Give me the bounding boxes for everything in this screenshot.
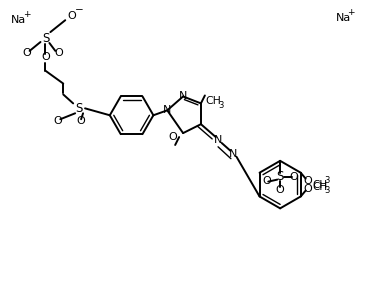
Text: O: O xyxy=(53,116,62,126)
Text: O: O xyxy=(169,132,177,142)
Text: Na: Na xyxy=(11,15,26,25)
Text: O: O xyxy=(303,184,312,194)
Text: S: S xyxy=(42,31,49,45)
Text: S: S xyxy=(276,170,284,183)
Text: O: O xyxy=(41,52,50,62)
Text: 3: 3 xyxy=(325,186,330,195)
Text: O: O xyxy=(303,176,312,186)
Text: CH: CH xyxy=(313,182,328,192)
Text: N: N xyxy=(179,92,187,102)
Text: +: + xyxy=(23,10,30,19)
Text: N: N xyxy=(228,149,237,159)
Text: CH: CH xyxy=(313,180,328,190)
Text: O: O xyxy=(54,48,63,58)
Text: O: O xyxy=(67,11,76,21)
Text: −: − xyxy=(75,5,84,15)
Text: O: O xyxy=(262,176,271,186)
Text: +: + xyxy=(348,8,355,17)
Text: 3: 3 xyxy=(219,101,224,110)
Text: Na: Na xyxy=(336,13,351,23)
Text: 3: 3 xyxy=(325,176,330,185)
Text: N: N xyxy=(163,105,171,115)
Text: S: S xyxy=(75,102,83,115)
Text: O: O xyxy=(22,48,31,58)
Text: N: N xyxy=(214,135,222,145)
Text: O: O xyxy=(77,116,85,126)
Text: O: O xyxy=(276,184,285,194)
Text: CH: CH xyxy=(205,96,221,106)
Text: O: O xyxy=(290,172,298,182)
